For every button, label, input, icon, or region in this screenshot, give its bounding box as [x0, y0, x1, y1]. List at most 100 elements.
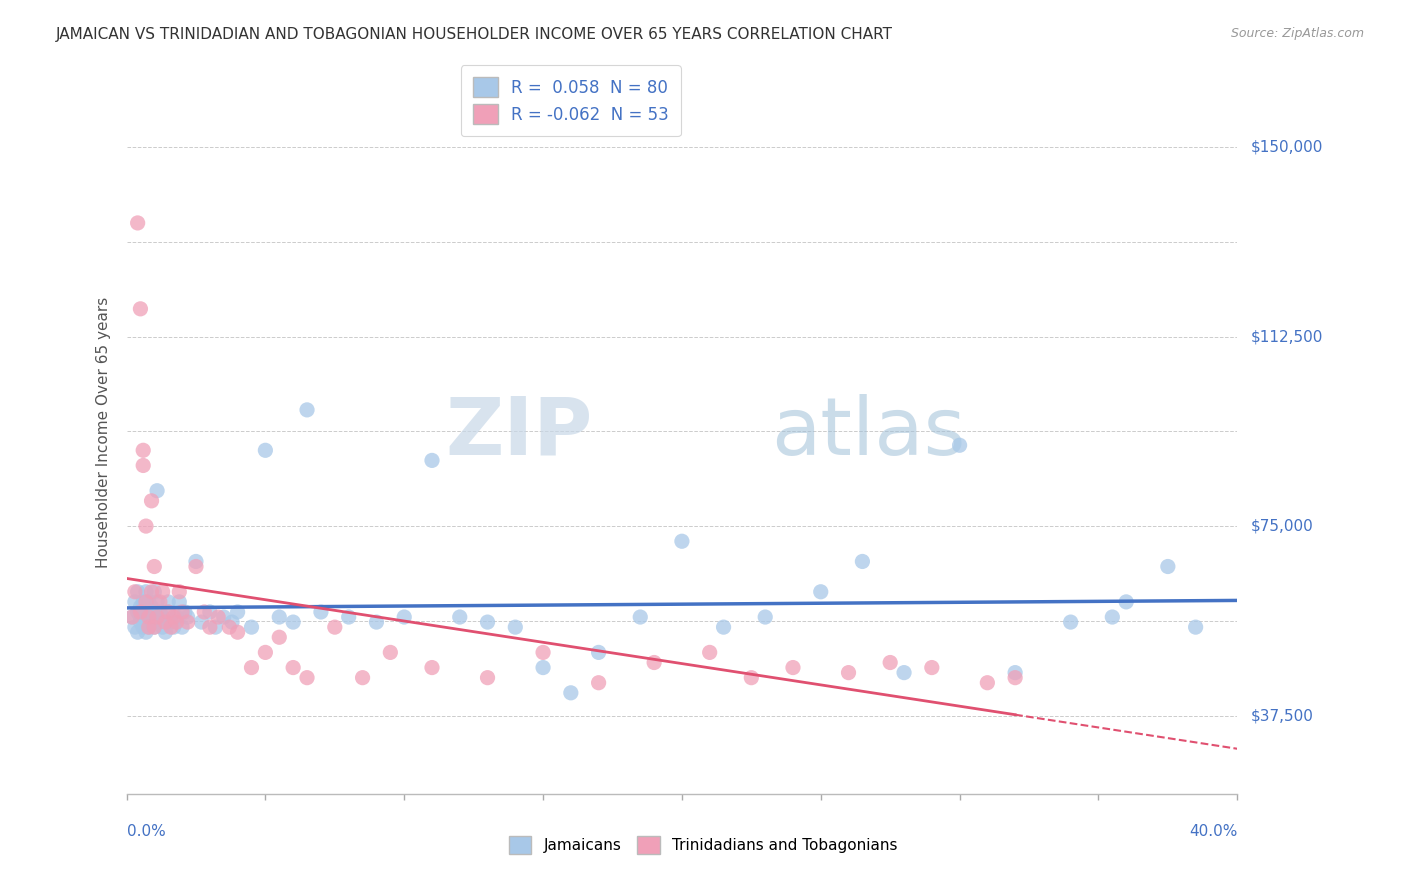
Point — [218, 620, 240, 634]
Point — [132, 620, 155, 634]
Point — [132, 443, 155, 458]
Point — [1184, 620, 1206, 634]
Point — [141, 615, 163, 629]
Point — [295, 671, 318, 685]
Text: $150,000: $150,000 — [1251, 140, 1323, 154]
Point — [127, 584, 149, 599]
Point — [143, 584, 166, 599]
Text: JAMAICAN VS TRINIDADIAN AND TOBAGONIAN HOUSEHOLDER INCOME OVER 65 YEARS CORRELAT: JAMAICAN VS TRINIDADIAN AND TOBAGONIAN H… — [56, 27, 893, 42]
Point — [135, 584, 157, 599]
Point — [152, 620, 174, 634]
Point — [138, 595, 160, 609]
Point — [141, 610, 163, 624]
Point — [588, 675, 610, 690]
Point — [477, 671, 499, 685]
Point — [160, 620, 183, 634]
Point — [921, 660, 943, 674]
Point — [141, 493, 163, 508]
Point — [169, 584, 191, 599]
Text: 0.0%: 0.0% — [127, 824, 166, 839]
Point — [212, 610, 235, 624]
Point — [699, 645, 721, 659]
Text: 40.0%: 40.0% — [1189, 824, 1237, 839]
Point — [143, 620, 166, 634]
Point — [254, 443, 277, 458]
Point — [138, 605, 160, 619]
Point — [269, 610, 291, 624]
Point — [449, 610, 471, 624]
Point — [163, 610, 186, 624]
Text: $75,000: $75,000 — [1251, 518, 1315, 533]
Point — [127, 605, 149, 619]
Point — [157, 595, 180, 609]
Point — [477, 615, 499, 629]
Point — [132, 595, 155, 609]
Text: $112,500: $112,500 — [1251, 329, 1323, 344]
Point — [420, 453, 443, 467]
Point — [138, 610, 160, 624]
Point — [628, 610, 651, 624]
Point — [240, 660, 263, 674]
Point — [893, 665, 915, 680]
Point — [129, 615, 152, 629]
Point — [149, 595, 172, 609]
Point — [141, 584, 163, 599]
Point — [281, 660, 304, 674]
Point — [588, 645, 610, 659]
Point — [146, 595, 169, 609]
Point — [1004, 671, 1026, 685]
Legend: Jamaicans, Trinidadians and Tobagonians: Jamaicans, Trinidadians and Tobagonians — [501, 828, 905, 862]
Point — [157, 605, 180, 619]
Point — [810, 584, 832, 599]
Text: ZIP: ZIP — [446, 393, 593, 472]
Point — [1060, 615, 1083, 629]
Legend: R =  0.058  N = 80, R = -0.062  N = 53: R = 0.058 N = 80, R = -0.062 N = 53 — [461, 65, 681, 136]
Text: Source: ZipAtlas.com: Source: ZipAtlas.com — [1230, 27, 1364, 40]
Point — [531, 645, 554, 659]
Point — [976, 675, 998, 690]
Point — [643, 656, 665, 670]
Text: atlas: atlas — [770, 393, 965, 472]
Point — [198, 620, 221, 634]
Point — [713, 620, 735, 634]
Point — [1157, 559, 1180, 574]
Point — [1115, 595, 1137, 609]
Point — [221, 615, 243, 629]
Point — [143, 605, 166, 619]
Point — [129, 599, 152, 614]
Point — [531, 660, 554, 674]
Point — [169, 595, 191, 609]
Point — [184, 559, 207, 574]
Point — [226, 605, 249, 619]
Point — [124, 620, 146, 634]
Point — [121, 610, 143, 624]
Point — [135, 519, 157, 533]
Point — [163, 620, 186, 634]
Point — [124, 595, 146, 609]
Point — [143, 559, 166, 574]
Point — [127, 216, 149, 230]
Point — [204, 620, 226, 634]
Point — [124, 584, 146, 599]
Point — [1101, 610, 1123, 624]
Point — [121, 610, 143, 624]
Point — [281, 615, 304, 629]
Y-axis label: Householder Income Over 65 years: Householder Income Over 65 years — [96, 297, 111, 568]
Point — [143, 620, 166, 634]
Point — [138, 620, 160, 634]
Point — [420, 660, 443, 674]
Point — [394, 610, 416, 624]
Point — [146, 610, 169, 624]
Point — [155, 615, 177, 629]
Point — [129, 301, 152, 316]
Point — [176, 615, 198, 629]
Point — [240, 620, 263, 634]
Point — [851, 554, 873, 568]
Point — [138, 610, 160, 624]
Point — [172, 605, 194, 619]
Point — [198, 605, 221, 619]
Point — [838, 665, 860, 680]
Point — [754, 610, 776, 624]
Point — [138, 620, 160, 634]
Point — [135, 610, 157, 624]
